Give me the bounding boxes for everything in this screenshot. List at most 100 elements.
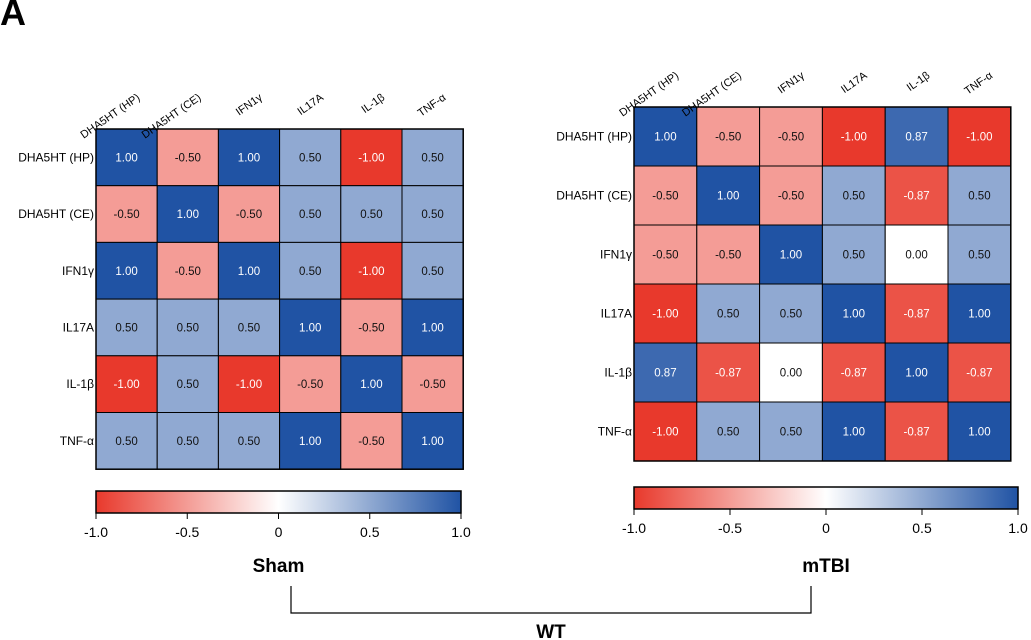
cell-value-label: -0.50 <box>358 436 384 448</box>
heatmap-cell <box>884 106 949 167</box>
cell-value-label: 0.50 <box>177 322 199 334</box>
heatmap-cell <box>279 241 342 300</box>
heatmap-cell <box>759 401 823 462</box>
cell-value-label: 0.50 <box>843 250 865 262</box>
row-label: IFN1γ <box>600 248 632 262</box>
cell-value-label: 1.00 <box>421 436 443 448</box>
heatmap-cell <box>633 342 698 403</box>
heatmap-cell <box>947 165 1012 226</box>
cell-value-label: 0.50 <box>177 436 199 448</box>
cell-value-label: 0.50 <box>360 209 382 221</box>
cell-value-label: -0.87 <box>903 427 929 439</box>
cell-value-label: 1.00 <box>968 309 990 321</box>
group-label: WT <box>536 622 566 640</box>
cell-value-label: 1.00 <box>299 322 321 334</box>
heatmap-cell <box>821 342 886 403</box>
row-label: DHA5HT (CE) <box>18 207 94 221</box>
cell-value-label: -0.50 <box>652 191 678 203</box>
panel-title: mTBI <box>802 556 850 577</box>
heatmap-cell <box>821 401 886 462</box>
cell-value-label: 0.50 <box>717 427 739 439</box>
cell-value-label: -0.87 <box>841 368 867 380</box>
row-label: IFN1γ <box>62 264 94 278</box>
cell-value-label: -0.87 <box>966 368 992 380</box>
cell-value-label: 0.50 <box>299 152 321 164</box>
heatmap-cell <box>156 185 219 243</box>
cell-value-label: 0.00 <box>780 368 802 380</box>
heatmap-cell <box>95 355 158 413</box>
cell-value-label: -0.50 <box>358 322 384 334</box>
cell-value-label: -0.50 <box>113 209 139 221</box>
heatmap-panel-sham: 1.00 -0.50 1.00 0.50 -1.00 0.50 -0.50 1.00 -0.50… <box>18 91 471 577</box>
cell-value-label: -1.00 <box>652 427 678 439</box>
cell-value-label: 0.50 <box>968 250 990 262</box>
heatmap-cell <box>95 128 158 187</box>
cell-value-label: 1.00 <box>421 322 443 334</box>
heatmap-cell <box>156 241 219 300</box>
heatmap-cell <box>821 165 886 226</box>
row-label: IL-1β <box>604 366 632 380</box>
cell-value-label: 0.50 <box>421 209 443 221</box>
heatmap-cell <box>821 224 886 285</box>
heatmap-cell <box>340 355 403 413</box>
cell-value-label: -0.50 <box>175 266 201 278</box>
row-label: TNF-α <box>60 434 94 448</box>
heatmap-cell <box>156 298 219 357</box>
heatmap-cell <box>696 283 761 344</box>
cell-value-label: -1.00 <box>358 266 384 278</box>
cell-value-label: 1.00 <box>238 266 260 278</box>
panel-title: Sham <box>253 556 305 577</box>
colorbar-tick-label: 0 <box>822 520 830 536</box>
column-label: IFN1γ <box>776 69 807 96</box>
heatmap-cell <box>821 106 886 167</box>
heatmap-cell <box>947 342 1012 403</box>
cell-value-label: -0.87 <box>903 191 929 203</box>
cell-value-label: -1.00 <box>966 132 992 144</box>
heatmap-cell <box>759 283 823 344</box>
group-bracket <box>290 586 812 614</box>
cell-value-label: -0.50 <box>715 250 741 262</box>
colorbar-tick-label: 0.5 <box>912 520 932 536</box>
cell-value-label: 1.00 <box>654 132 676 144</box>
cell-value-label: 0.50 <box>238 322 260 334</box>
cell-value-label: -0.50 <box>236 209 262 221</box>
cell-value-label: 0.87 <box>654 368 676 380</box>
heatmap-border <box>633 106 1012 462</box>
row-label: TNF-α <box>598 425 632 439</box>
row-label: IL17A <box>601 307 632 321</box>
heatmap-cell <box>217 241 281 300</box>
cell-value-label: 0.50 <box>717 309 739 321</box>
cell-value-label: 1.00 <box>360 379 382 391</box>
column-label: TNF-α <box>963 69 996 97</box>
heatmap-cell <box>340 241 403 300</box>
row-label: DHA5HT (CE) <box>556 189 632 203</box>
cell-value-label: -1.00 <box>841 132 867 144</box>
colorbar-tick-label: 1.0 <box>1008 520 1028 536</box>
colorbar-tick-label: 1.0 <box>451 524 471 540</box>
cell-value-label: 0.50 <box>177 379 199 391</box>
heatmap-border <box>95 128 464 470</box>
heatmap-cell <box>884 283 949 344</box>
cell-value-label: 1.00 <box>177 209 199 221</box>
cell-value-label: 0.50 <box>115 436 137 448</box>
heatmap-cell <box>401 355 464 413</box>
cell-value-label: 0.50 <box>843 191 865 203</box>
heatmap-cell <box>696 224 761 285</box>
cell-value-label: -0.50 <box>778 132 804 144</box>
colorbar-tick-label: -0.5 <box>718 520 742 536</box>
heatmap-cell <box>696 342 761 403</box>
cell-value-label: 0.50 <box>421 266 443 278</box>
cell-value-label: -1.00 <box>113 379 139 391</box>
heatmap-cell <box>759 165 823 226</box>
row-label: DHA5HT (HP) <box>556 130 632 144</box>
heatmap-cell <box>340 412 403 470</box>
cell-value-label: 0.50 <box>299 266 321 278</box>
heatmap-cell <box>633 165 698 226</box>
column-label: TNF-α <box>416 91 449 119</box>
heatmap-cell <box>95 412 158 470</box>
cell-value-label: -0.87 <box>903 309 929 321</box>
cell-value-label: 0.50 <box>299 209 321 221</box>
heatmap-cell <box>156 355 219 413</box>
heatmap-cell <box>696 106 761 167</box>
